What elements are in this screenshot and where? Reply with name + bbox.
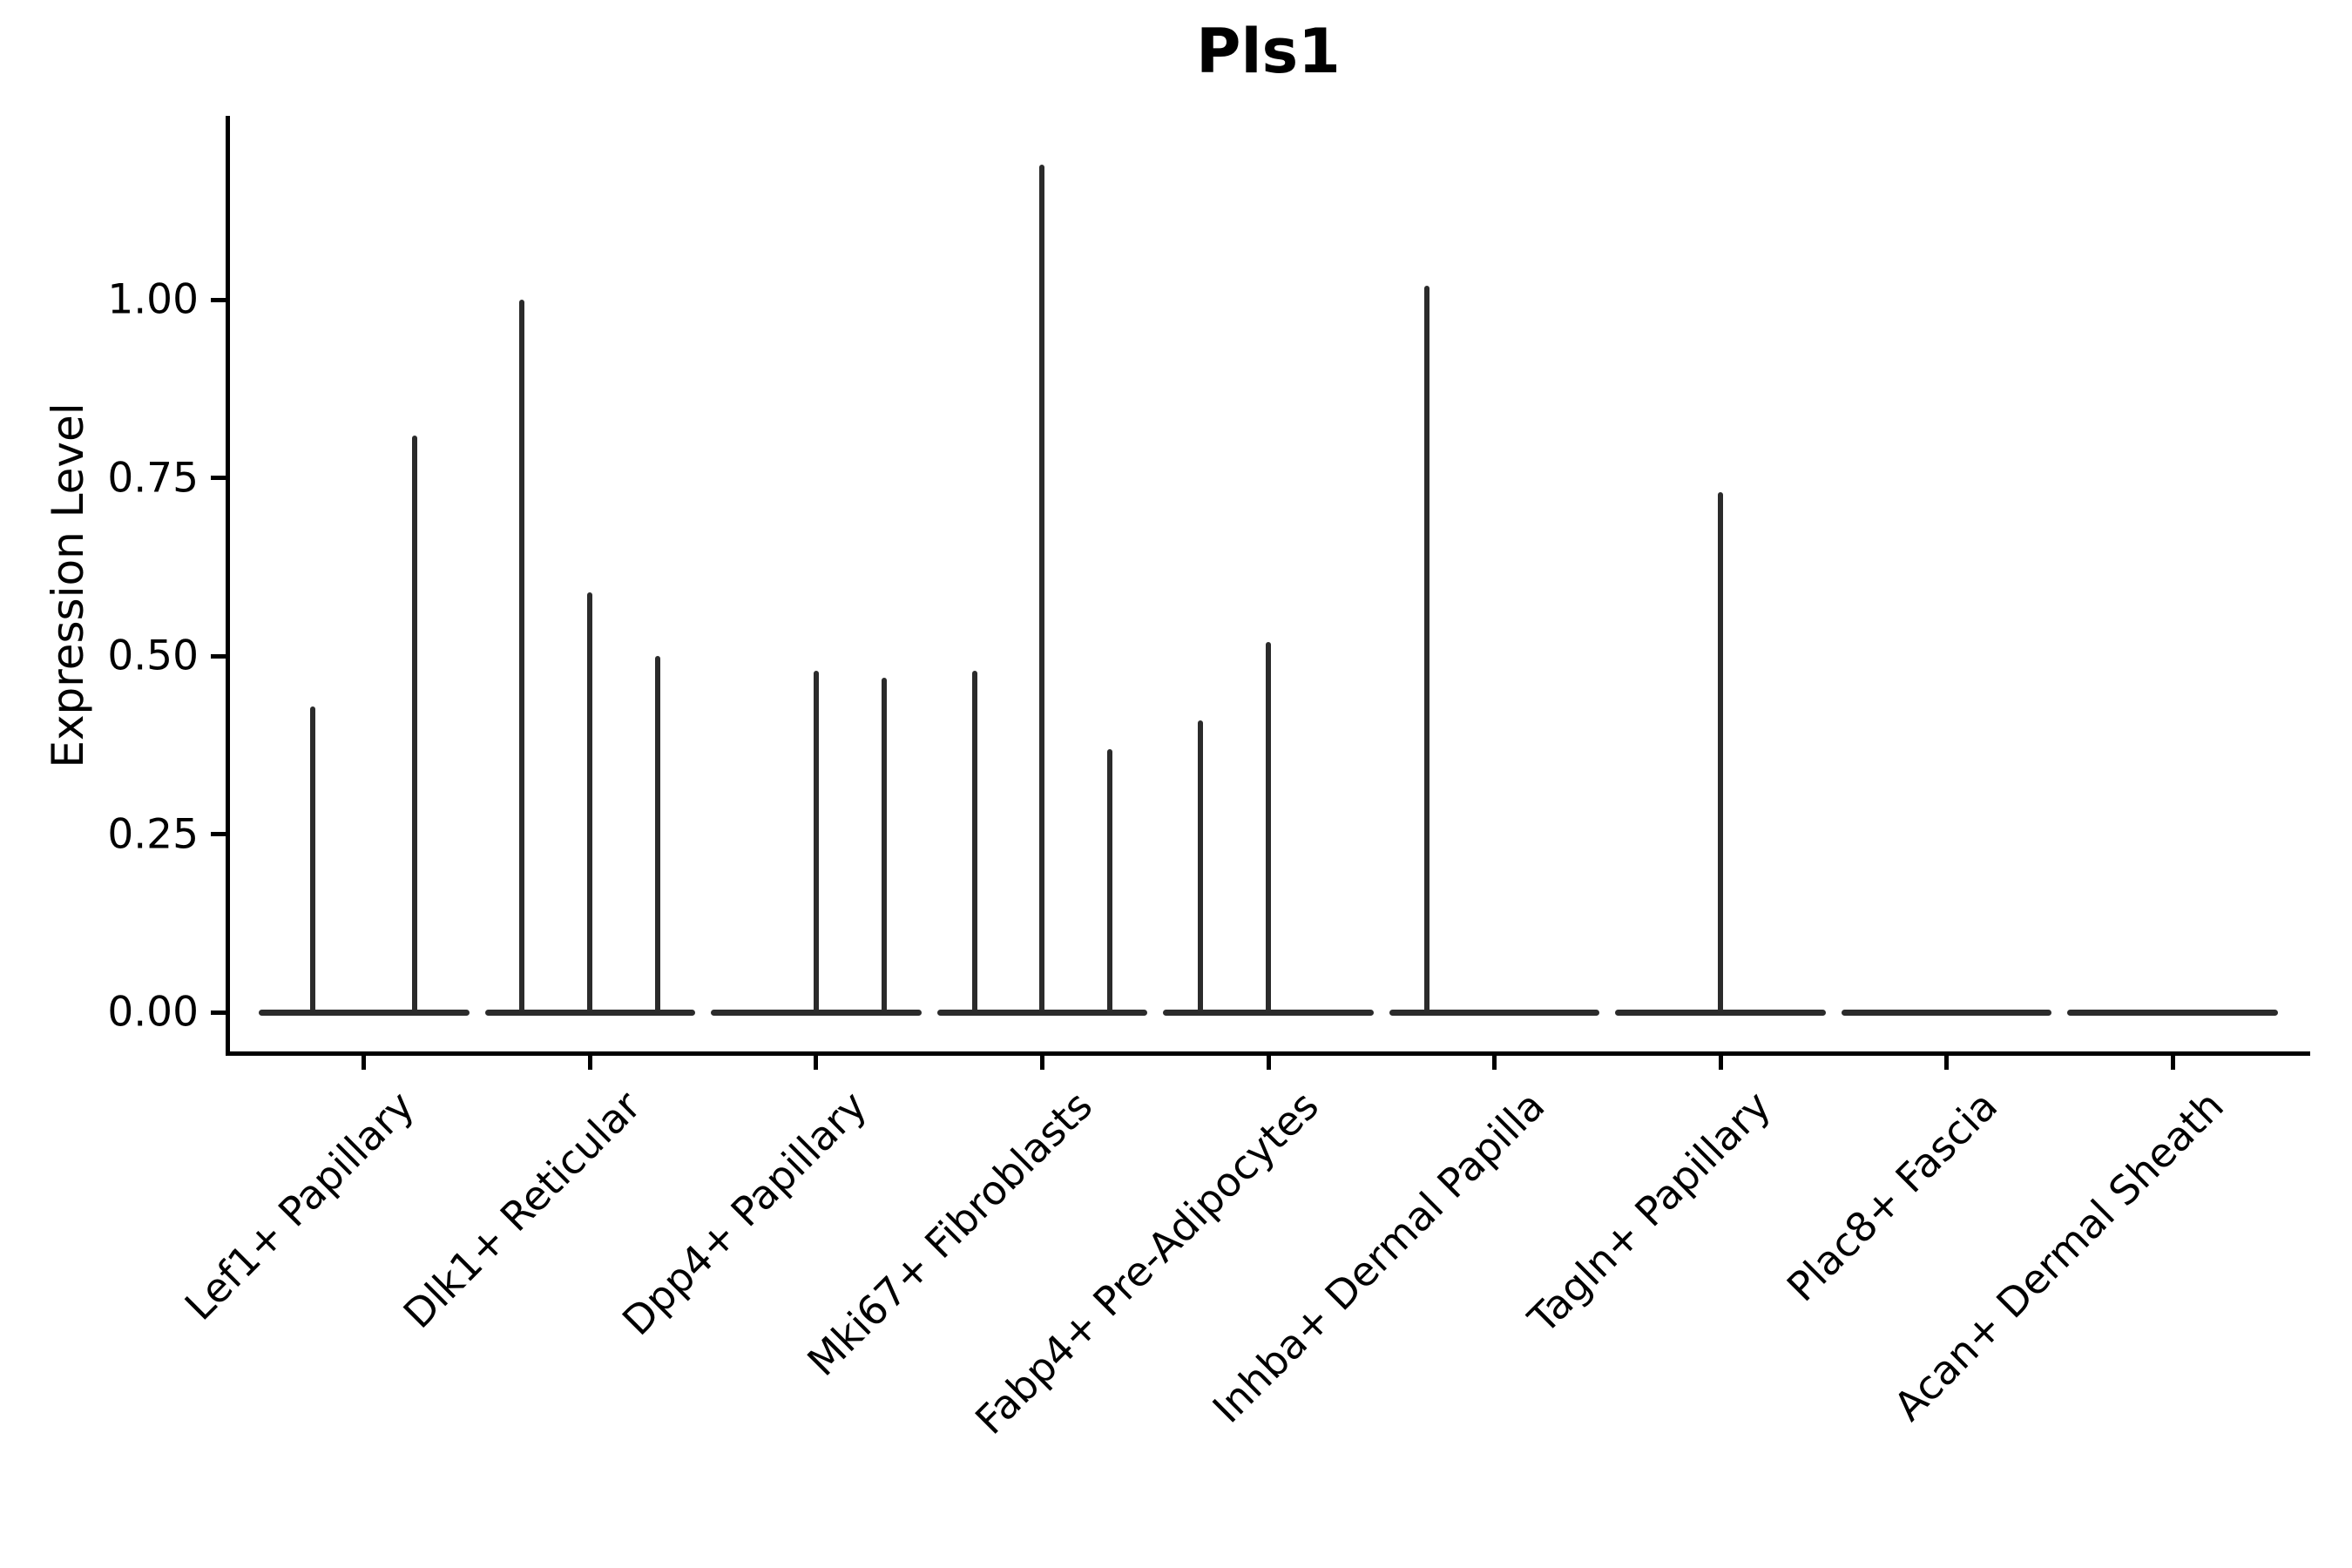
x-tick (362, 1056, 367, 1070)
y-axis-label: Expression Level (43, 402, 93, 768)
y-tick-label: 0.75 (107, 454, 199, 503)
x-axis-spine (226, 1051, 2310, 1056)
x-tick (814, 1056, 819, 1070)
y-tick-label: 0.00 (107, 988, 199, 1037)
x-tick (2170, 1056, 2175, 1070)
y-tick (211, 1010, 228, 1015)
violin-baseline-1 (258, 1009, 470, 1016)
x-tick-label-2: Dlk1+ Reticular (394, 1082, 650, 1338)
y-tick-label: 0.25 (107, 810, 199, 859)
plot-title: Pls1 (1196, 16, 1341, 87)
violin-spike (587, 591, 593, 1016)
y-tick (211, 653, 228, 659)
x-tick (1718, 1056, 1723, 1070)
violin-baseline-6 (1389, 1009, 1600, 1016)
x-tick (1944, 1056, 1950, 1070)
x-tick (587, 1056, 592, 1070)
violin-spike (1039, 164, 1045, 1016)
violin-spike (1266, 642, 1271, 1016)
y-tick-label: 1.00 (107, 275, 199, 324)
violin-spike (1423, 286, 1429, 1016)
violin-spike (655, 656, 661, 1016)
violin-spike (813, 670, 819, 1016)
x-tick (1492, 1056, 1497, 1070)
x-tick-label-7: Tagln+ Papillary (1519, 1082, 1781, 1342)
violin-baseline-8 (1841, 1009, 2052, 1016)
violin-baseline-9 (2067, 1009, 2279, 1016)
violin-spike (1198, 720, 1204, 1016)
x-tick (1039, 1056, 1044, 1070)
y-axis-spine (226, 116, 230, 1056)
y-tick (211, 832, 228, 837)
x-tick (1266, 1056, 1271, 1070)
violin-spike (412, 435, 418, 1016)
violin-spike (971, 670, 977, 1016)
violin-spike (310, 706, 316, 1016)
y-tick-label: 0.50 (107, 632, 199, 680)
violin-spike (1107, 748, 1113, 1016)
y-tick (211, 476, 228, 481)
x-tick-label-8: Plac8+ Fascia (1777, 1082, 2006, 1311)
x-tick-label-1: Lef1+ Papillary (176, 1082, 423, 1329)
x-tick-label-3: Dpp4+ Papillary (612, 1082, 876, 1345)
violin-spike (881, 677, 887, 1016)
violin-spike (519, 300, 525, 1016)
violin-spike (1718, 492, 1724, 1016)
y-tick (211, 297, 228, 302)
